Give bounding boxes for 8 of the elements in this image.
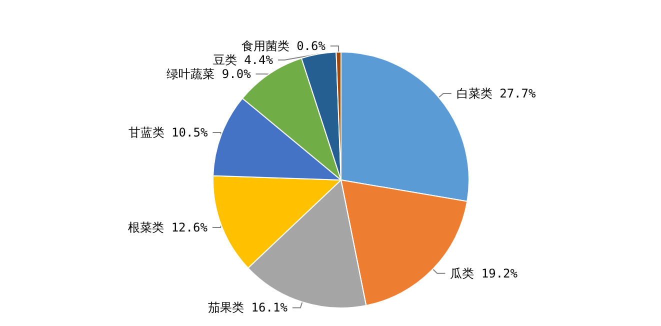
slice-label: 豆类 4.4% <box>212 53 274 68</box>
slice-label: 食用菌类 0.6% <box>241 39 326 54</box>
slice-label: 白菜类 27.7% <box>456 86 536 101</box>
slice-label: 茄果类 16.1% <box>208 300 288 315</box>
slice-label: 甘蓝类 10.5% <box>128 125 208 140</box>
slice-label: 瓜类 19.2% <box>450 266 518 280</box>
slice-label: 根菜类 12.6% <box>128 220 208 235</box>
slice-label: 绿叶蔬菜 9.0% <box>166 67 252 82</box>
